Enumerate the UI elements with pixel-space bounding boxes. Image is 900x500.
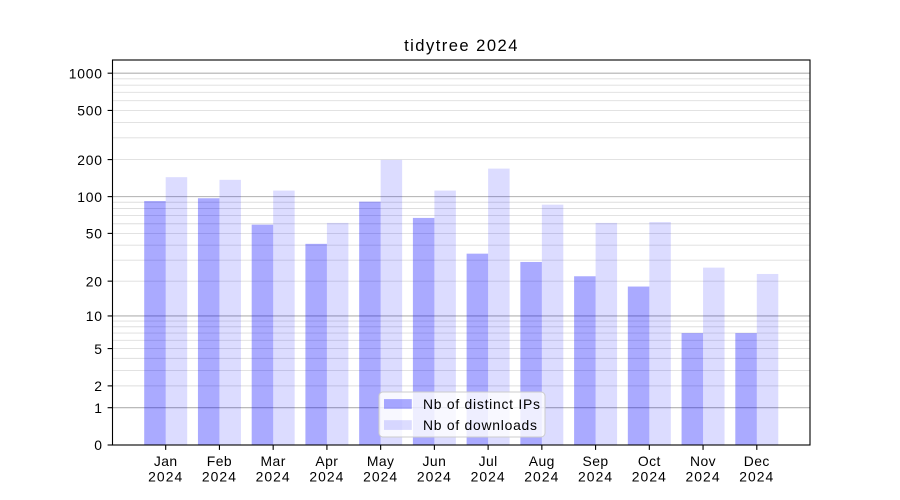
svg-text:2024: 2024 <box>256 469 291 485</box>
svg-text:Nb of distinct IPs: Nb of distinct IPs <box>423 396 541 412</box>
svg-text:2024: 2024 <box>578 469 613 485</box>
svg-text:2: 2 <box>94 378 103 394</box>
svg-text:2024: 2024 <box>309 469 344 485</box>
svg-text:100: 100 <box>77 189 103 205</box>
svg-text:2024: 2024 <box>471 469 506 485</box>
svg-text:tidytree 2024: tidytree 2024 <box>404 36 519 55</box>
svg-text:Oct: Oct <box>638 453 661 469</box>
svg-text:Jul: Jul <box>479 453 498 469</box>
svg-text:1000: 1000 <box>69 65 103 81</box>
svg-text:Apr: Apr <box>315 453 338 469</box>
svg-text:Aug: Aug <box>529 453 555 469</box>
svg-text:2024: 2024 <box>148 469 183 485</box>
svg-text:10: 10 <box>86 308 103 324</box>
svg-text:5: 5 <box>94 341 103 357</box>
svg-text:200: 200 <box>77 152 103 168</box>
svg-text:0: 0 <box>94 437 103 453</box>
svg-text:2024: 2024 <box>417 469 452 485</box>
svg-text:Feb: Feb <box>207 453 232 469</box>
svg-text:1: 1 <box>94 400 103 416</box>
svg-text:2024: 2024 <box>686 469 721 485</box>
svg-text:50: 50 <box>86 226 103 242</box>
svg-text:Nb of downloads: Nb of downloads <box>423 417 538 433</box>
svg-text:Sep: Sep <box>583 453 609 469</box>
svg-text:Mar: Mar <box>261 453 286 469</box>
svg-text:2024: 2024 <box>202 469 237 485</box>
svg-text:20: 20 <box>86 273 103 289</box>
svg-text:2024: 2024 <box>363 469 398 485</box>
svg-text:500: 500 <box>77 103 103 119</box>
svg-text:Nov: Nov <box>690 453 716 469</box>
svg-text:Jun: Jun <box>423 453 447 469</box>
svg-text:Dec: Dec <box>744 453 770 469</box>
svg-text:2024: 2024 <box>739 469 774 485</box>
svg-text:May: May <box>367 453 395 469</box>
svg-text:2024: 2024 <box>632 469 667 485</box>
svg-text:2024: 2024 <box>524 469 559 485</box>
svg-text:Jan: Jan <box>154 453 178 469</box>
